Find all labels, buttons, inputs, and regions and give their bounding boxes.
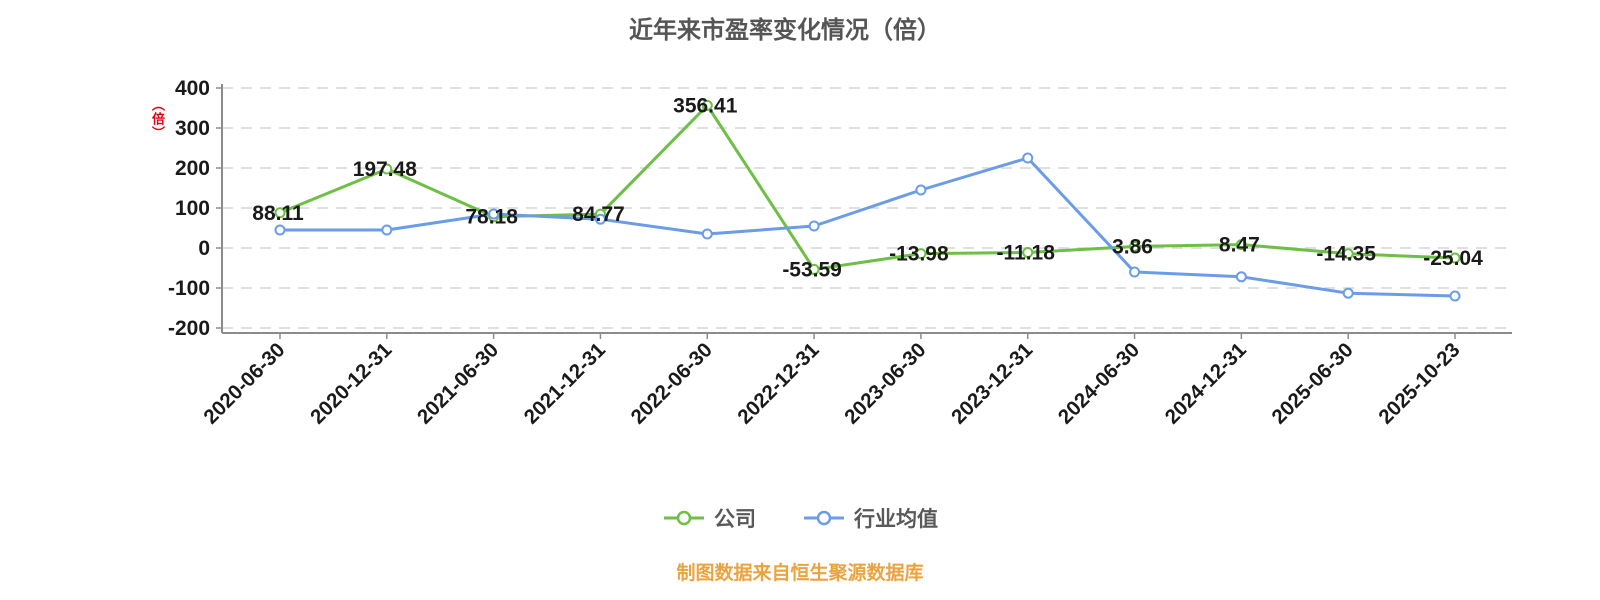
x-axis-label: 2022-12-31 — [733, 338, 823, 428]
industry-average-point — [488, 208, 500, 220]
legend-label: 公司 — [714, 508, 756, 531]
legend-item-company[interactable]: 公司 — [662, 503, 756, 533]
y-axis-label: 0 — [198, 237, 210, 260]
data-label: -14.35 — [1316, 243, 1376, 266]
data-label: 3.86 — [1112, 235, 1153, 258]
chart-title: 近年来市盈率变化情况（倍） — [629, 17, 941, 44]
company-point — [1449, 252, 1461, 264]
x-axis-label: 2024-12-31 — [1160, 338, 1250, 428]
x-axis-label: 2020-06-30 — [199, 338, 289, 428]
industry-average-point — [915, 184, 927, 196]
data-label: -11.18 — [997, 241, 1056, 264]
data-label: 197.48 — [353, 158, 418, 181]
x-axis-label: 2021-06-30 — [413, 338, 503, 428]
data-label: 78.18 — [465, 206, 518, 229]
industry-average-point — [594, 213, 606, 225]
x-axis-label: 2022-06-30 — [626, 338, 716, 428]
y-axis-label: 400 — [175, 77, 210, 100]
industry-average-point — [274, 224, 286, 236]
company-point — [1022, 246, 1034, 258]
data-label: -53.59 — [782, 258, 842, 281]
x-axis-label: 2025-06-30 — [1267, 338, 1357, 428]
y-axis-label: -200 — [168, 317, 210, 340]
industry-average-point — [1449, 290, 1461, 302]
industry-average-point — [701, 228, 713, 240]
data-label: 356.41 — [673, 94, 738, 117]
x-axis-label: 2025-10-23 — [1374, 338, 1464, 428]
company-point — [1342, 248, 1354, 260]
industry-average-point — [1022, 152, 1034, 164]
company-point — [808, 263, 820, 275]
company-point — [274, 207, 286, 219]
y-axis-label: 200 — [175, 157, 210, 180]
company-point — [1129, 240, 1141, 252]
company-point — [381, 163, 393, 175]
legend-item-industry-average[interactable]: 行业均值 — [802, 503, 938, 533]
x-axis-label: 2023-12-31 — [947, 338, 1037, 428]
x-axis-label: 2023-06-30 — [840, 338, 930, 428]
industry-average-point — [808, 220, 820, 232]
x-axis-label: 2020-12-31 — [306, 338, 396, 428]
y-axis-label: 300 — [175, 117, 210, 140]
x-axis-label: 2024-06-30 — [1054, 338, 1144, 428]
company-line — [278, 103, 1457, 271]
industry-average-line — [278, 156, 1457, 298]
y-axis-unit-label: （倍） — [150, 98, 165, 140]
chart-legend: 公司 行业均值 — [0, 503, 1600, 533]
x-axis-label: 2021-12-31 — [520, 338, 610, 428]
y-axis-label: -100 — [168, 277, 210, 300]
company-point — [701, 99, 713, 111]
data-label: -13.98 — [889, 243, 949, 266]
industry-average-point — [1129, 266, 1141, 278]
legend-marker-icon — [664, 510, 704, 526]
company-point — [915, 248, 927, 260]
company-point — [1235, 239, 1247, 251]
y-axis-label: 100 — [175, 197, 210, 220]
industry-average-point — [1235, 271, 1247, 283]
industry-average-point — [381, 224, 393, 236]
data-label: 8.47 — [1219, 234, 1260, 257]
data-label: 88.11 — [252, 202, 304, 225]
legend-label: 行业均值 — [854, 508, 938, 531]
legend-marker-icon — [804, 510, 844, 526]
data-source-note: 制图数据来自恒生聚源数据库 — [676, 563, 924, 584]
data-label: 84.77 — [572, 203, 625, 226]
industry-average-point — [1342, 287, 1354, 299]
data-label: -25.04 — [1423, 247, 1483, 270]
